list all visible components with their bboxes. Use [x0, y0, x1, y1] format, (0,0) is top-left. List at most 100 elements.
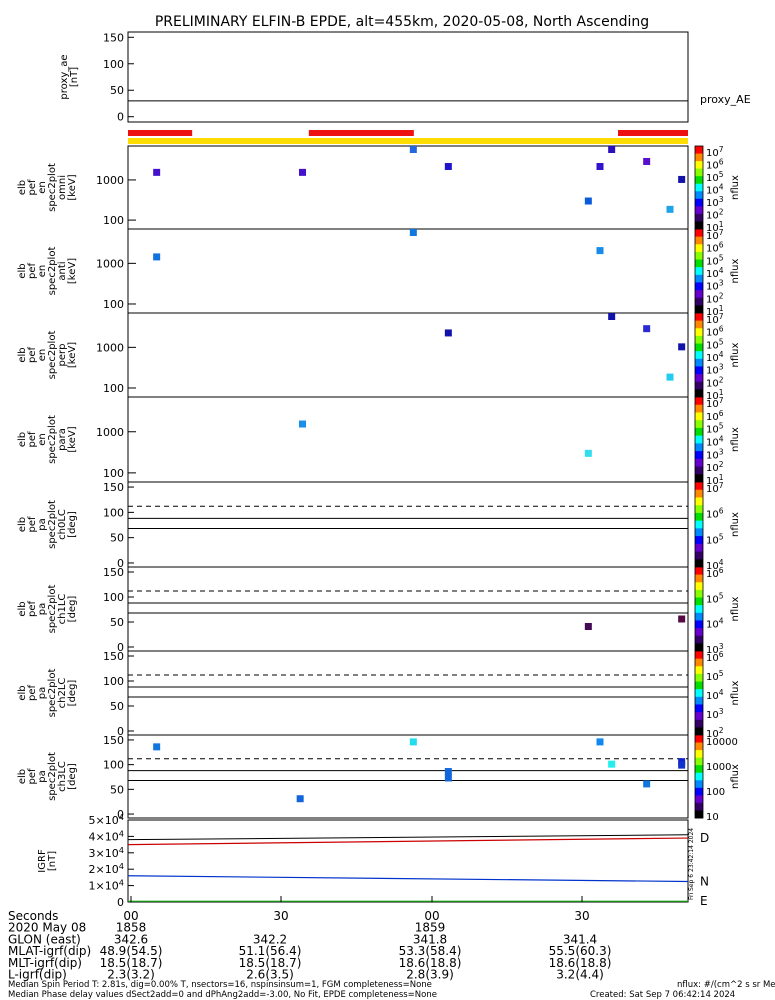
spectrogram-cell [299, 168, 306, 176]
y-tick-label: 50 [110, 783, 124, 796]
igrf-total-line [127, 834, 689, 841]
colorbar-band [695, 244, 703, 253]
colorbar-band [695, 635, 703, 644]
colorbar-tick-label: 102 [706, 726, 724, 740]
annotation-value: 342.2 [253, 932, 287, 946]
y-axis-label-para: elb pef en spec2plot para [keV] [17, 415, 78, 464]
ylabel-word: spec2plot [47, 500, 58, 549]
colorbar-band [695, 589, 703, 599]
ylabel-word: spec2plot [47, 331, 58, 380]
x-tick-label: 30 [273, 909, 288, 923]
y-tick-label: 0 [117, 896, 124, 909]
colorbar-band [695, 213, 703, 222]
spectrogram-cell [666, 373, 674, 381]
ylabel-word: en [37, 349, 48, 362]
y-tick-label: 100 [103, 591, 124, 604]
colorbar-band [695, 772, 703, 781]
colorbar-band [695, 750, 703, 759]
y-axis-label-proxy-ae: proxy_ae [nT] [59, 54, 80, 99]
colorbar-band [695, 719, 703, 728]
spectrogram-cell [409, 146, 417, 153]
colorbar-band [695, 802, 703, 811]
colorbar-band [695, 404, 703, 413]
y-tick-label: 100 [103, 214, 124, 227]
annotation-row-label: GLON (east) [8, 932, 81, 946]
ylabel-word: pa [37, 603, 48, 615]
spectrogram-cell [678, 761, 686, 769]
panel-frame [127, 312, 689, 398]
colorbar-band [695, 236, 703, 245]
colorbar-band [695, 666, 703, 675]
spectrogram-cell [409, 738, 417, 746]
colorbar-band [695, 497, 703, 506]
panel-frame [127, 396, 689, 483]
ylabel-word: [deg] [67, 763, 78, 790]
y-tick-label: 1000 [96, 257, 124, 270]
status-bar-yellow [128, 138, 688, 144]
annotation-value: 18.5(18.7) [100, 956, 163, 970]
y-axis-label-omni: elb pef en spec2plot omni [keV] [17, 163, 78, 212]
annotation-value: 2.8(3.9) [406, 968, 454, 982]
y-tick-label: 0 [117, 808, 124, 821]
ylabel-word: elb [17, 685, 28, 700]
colorbar-tick-label: 104 [706, 183, 724, 197]
colorbar-band [695, 443, 703, 452]
colorbar-band [695, 489, 703, 498]
spectrogram-cell [296, 795, 304, 803]
colorbar-band [695, 536, 703, 545]
ylabel-word: spec2plot [47, 415, 58, 464]
colorbar-band [695, 435, 703, 444]
colorbar-tick-label: 10000 [706, 737, 738, 748]
colorbar-tick-label: 103 [706, 363, 724, 377]
colorbar-tick-label: 107 [706, 396, 724, 410]
y-tick-label: 100 [103, 467, 124, 480]
colorbar-tick-label: 1000 [706, 762, 731, 773]
colorbar-band [695, 229, 703, 238]
y-tick-label: 100 [103, 675, 124, 688]
colorbar: 106 105 104 103 nflux [694, 566, 741, 656]
ylabel-word: pa [37, 687, 48, 699]
colorbar-band [695, 328, 703, 337]
colorbar-band [695, 206, 703, 215]
colorbar-band [695, 528, 703, 537]
status-bars [128, 130, 688, 144]
ylabel-word: en [37, 433, 48, 446]
colorbar-band [695, 742, 703, 751]
annotation-value: 18.6(18.8) [399, 956, 462, 970]
y-tick-label: 100 [103, 298, 124, 311]
colorbar-tick-label: 103 [706, 195, 724, 209]
y-tick-label: 100 [103, 759, 124, 772]
annotation-value: 51.1(56.4) [239, 944, 302, 958]
colorbar-band [695, 412, 703, 421]
ylabel-word: ch3LC [57, 761, 68, 792]
spectrogram-cell [608, 760, 616, 768]
spectrogram-cell [643, 325, 651, 333]
series-label-proxy-ae: proxy_AE [700, 93, 751, 106]
colorbar-frame [694, 734, 704, 819]
spectrogram-cell [584, 623, 592, 630]
ylabel-word: pa [37, 770, 48, 782]
colorbar-band [695, 466, 703, 475]
colorbar-band [695, 451, 703, 460]
colorbar-band [695, 681, 703, 690]
ylabel-word: elb [17, 347, 28, 362]
colorbar-band [695, 628, 703, 637]
y-tick-label: 4×104 [89, 828, 124, 843]
colorbar-tick-label: 101 [706, 304, 724, 318]
panel-frame [127, 31, 689, 123]
colorbar-tick-label: 104 [706, 558, 724, 572]
ylabel-word: [deg] [67, 511, 78, 538]
panel-proxy-ae: 150 100 50 0 proxy_AE proxy_ae [nT] [59, 31, 751, 123]
colorbar-label: nflux [730, 680, 741, 705]
colorbar-tick-label: 100 [706, 787, 725, 798]
colorbar-band [695, 335, 703, 345]
spectrogram-cell [409, 229, 417, 236]
annotation-value: 342.6 [114, 932, 148, 946]
colorbar-label: nflux [730, 764, 741, 789]
y-tick-label: 100 [103, 506, 124, 519]
colorbar-label: nflux [730, 342, 741, 367]
